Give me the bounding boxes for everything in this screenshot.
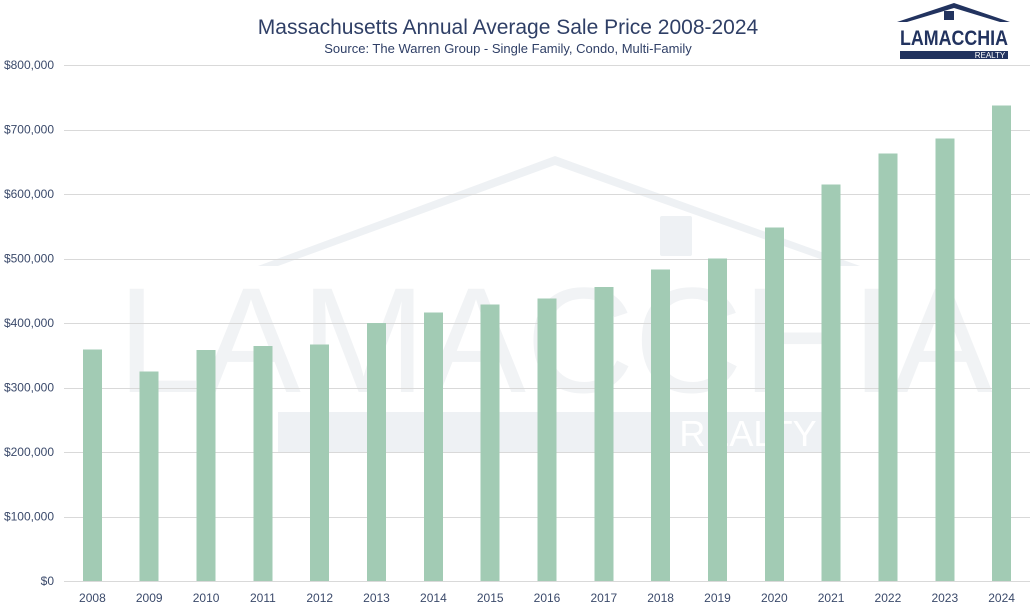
x-tick-label: 2008: [79, 591, 106, 605]
x-tick-label: 2012: [306, 591, 333, 605]
bar-2012: [310, 344, 330, 581]
bar-2010: [196, 350, 216, 581]
bars: [82, 105, 1012, 582]
y-tick-label: $100,000: [4, 510, 54, 524]
x-axis-tick-labels: 2008 2009 2010 2011 2012 2013 2014 2015 2016 2017…: [79, 591, 1015, 605]
chart-subtitle: Source: The Warren Group - Single Family…: [324, 41, 692, 56]
bar-2017: [594, 286, 614, 581]
x-tick-label: 2014: [420, 591, 447, 605]
x-tick-label: 2020: [761, 591, 788, 605]
x-tick-label: 2016: [534, 591, 561, 605]
bar-2009: [139, 371, 159, 581]
bar-2015: [480, 304, 500, 581]
logo-text: LAMACCHIA: [900, 27, 1008, 50]
x-tick-label: 2013: [363, 591, 390, 605]
x-tick-label: 2021: [818, 591, 845, 605]
x-tick-label: 2011: [250, 591, 276, 605]
bar-2011: [253, 346, 273, 581]
y-tick-label: $600,000: [4, 187, 54, 201]
bar-2020: [764, 227, 784, 581]
bar-2022: [878, 153, 898, 581]
y-axis-tick-labels: $0 $100,000 $200,000 $300,000 $400,000 $500,0…: [4, 58, 54, 588]
x-tick-label: 2019: [704, 591, 731, 605]
bar-2023: [935, 138, 955, 581]
y-tick-label: $800,000: [4, 58, 54, 72]
bar-2016: [537, 298, 557, 581]
watermark-window-shape: [660, 216, 692, 256]
x-tick-label: 2015: [477, 591, 504, 605]
y-tick-label: $500,000: [4, 252, 54, 266]
y-tick-label: $700,000: [4, 123, 54, 137]
bar-2019: [708, 258, 727, 581]
x-tick-label: 2009: [136, 591, 163, 605]
x-tick-label: 2022: [875, 591, 902, 605]
bar-2021: [821, 184, 841, 582]
y-tick-label: $200,000: [4, 445, 54, 459]
x-tick-label: 2017: [590, 591, 617, 605]
x-tick-label: 2023: [931, 591, 958, 605]
bar-2008: [82, 349, 102, 581]
brand-logo: LAMACCHIA REALTY: [897, 3, 1010, 60]
x-tick-label: 2018: [647, 591, 674, 605]
logo-window-icon: [944, 11, 954, 20]
bar-2014: [423, 312, 443, 581]
watermark-subtext: REALTY: [679, 413, 816, 454]
chart-title: Massachusetts Annual Average Sale Price …: [258, 16, 759, 39]
x-tick-label: 2010: [193, 591, 220, 605]
x-tick-label: 2024: [988, 591, 1015, 605]
y-tick-label: $400,000: [4, 316, 54, 330]
logo-subtext: REALTY: [975, 51, 1006, 60]
y-tick-label: $0: [41, 574, 55, 588]
bar-2013: [367, 323, 386, 581]
bar-2018: [651, 269, 671, 581]
y-tick-label: $300,000: [4, 381, 54, 395]
logo-roof-icon: [897, 3, 1010, 22]
logo-underline: [900, 51, 1008, 59]
bar-2024: [992, 105, 1012, 581]
